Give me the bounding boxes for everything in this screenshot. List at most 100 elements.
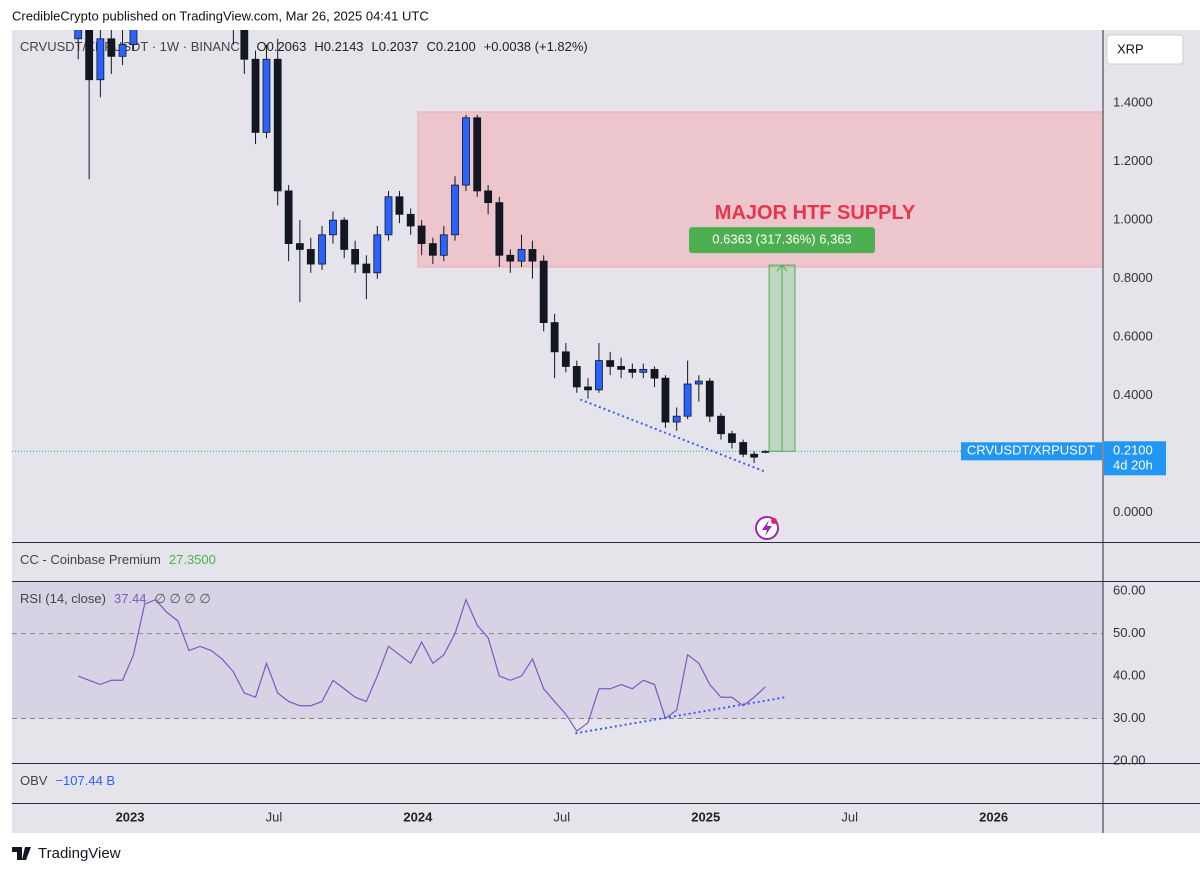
candle-body bbox=[329, 219, 337, 236]
y-tick-label: 1.4000 bbox=[1113, 95, 1153, 110]
last-price-label: 0.2100 bbox=[1113, 443, 1153, 458]
candle-body bbox=[96, 38, 105, 81]
candle-body bbox=[550, 322, 559, 353]
footer-logo: TradingView bbox=[12, 845, 121, 862]
candle-body bbox=[528, 249, 537, 262]
rsi-line bbox=[77, 597, 766, 733]
symbol-button[interactable]: XRP bbox=[1106, 34, 1184, 65]
y-tick-label: 30.00 bbox=[1113, 710, 1146, 725]
candle-body bbox=[495, 202, 504, 256]
candle-body bbox=[628, 368, 637, 373]
candle-body bbox=[406, 213, 415, 227]
candle-body bbox=[606, 360, 615, 367]
symbol-box[interactable] bbox=[1106, 34, 1184, 65]
candle-body bbox=[750, 453, 759, 458]
candle-body bbox=[362, 263, 371, 274]
candle-body bbox=[118, 44, 127, 57]
candle-body bbox=[639, 368, 648, 373]
pane-title: OBV −107.44 B bbox=[20, 773, 115, 788]
candle-body bbox=[395, 196, 404, 215]
y-tick-label: 60.00 bbox=[1113, 583, 1146, 598]
x-tick-label: 2025 bbox=[691, 809, 720, 824]
indicator-value: −107.44 B bbox=[55, 773, 115, 788]
candle-body bbox=[717, 415, 725, 435]
candle-body bbox=[462, 117, 470, 186]
logo-mark bbox=[12, 847, 31, 860]
indicator-name: OBV bbox=[20, 773, 48, 788]
candle-body bbox=[661, 377, 670, 423]
zone-label: MAJOR HTF SUPPLY bbox=[715, 202, 916, 224]
measure-arrow-head bbox=[776, 264, 788, 272]
last-price-symbol: CRVUSDT/XRPUSDT bbox=[967, 443, 1095, 458]
y-tick-label: 0.8000 bbox=[1113, 270, 1153, 285]
candle-body bbox=[428, 243, 437, 256]
pane-title: CC - Coinbase Premium 27.3500 bbox=[20, 552, 216, 567]
y-tick-label: 50.00 bbox=[1113, 625, 1146, 640]
x-tick-label: Jul bbox=[266, 809, 283, 824]
ohlc-value: O0.2063 bbox=[257, 39, 307, 54]
pane-title: CRVUSDT/XRPUSDT · 1W · BINANCE O0.2063 H0.… bbox=[20, 39, 588, 54]
candle-body bbox=[705, 380, 714, 417]
candle-body bbox=[439, 234, 448, 256]
pane-title: RSI (14, close) 37.44 ∅ ∅ ∅ ∅ bbox=[20, 591, 211, 606]
candle-body bbox=[484, 190, 493, 204]
symbol-title: CRVUSDT/XRPUSDT · 1W · BINANCE bbox=[20, 39, 249, 54]
trend-line bbox=[579, 398, 766, 473]
candle-body bbox=[251, 58, 260, 133]
indicator-extras: ∅ ∅ ∅ ∅ bbox=[155, 591, 211, 606]
ohlc-value: C0.2100 bbox=[427, 39, 476, 54]
candle-body bbox=[539, 260, 548, 323]
candle-body bbox=[306, 249, 315, 265]
candle-body bbox=[739, 442, 748, 455]
candle-body bbox=[262, 58, 271, 133]
candle-body bbox=[451, 184, 459, 236]
candle-body bbox=[373, 234, 382, 274]
x-tick-label: Jul bbox=[841, 809, 858, 824]
candle-body bbox=[584, 386, 592, 391]
rsi-band bbox=[12, 581, 1103, 719]
ohlc-value: +0.0038 (+1.82%) bbox=[484, 39, 588, 54]
icon-dot bbox=[771, 518, 777, 524]
rsi-pane bbox=[12, 581, 1103, 735]
x-tick-label: 2023 bbox=[116, 809, 145, 824]
candle-body bbox=[351, 249, 360, 265]
candle-body bbox=[672, 415, 681, 423]
footer-brand: TradingView bbox=[38, 845, 121, 862]
icon-bolt bbox=[762, 520, 772, 536]
measure-box bbox=[689, 227, 876, 254]
y-tick-label: 1.2000 bbox=[1113, 153, 1153, 168]
ohlc-value: H0.2143 bbox=[314, 39, 363, 54]
candle-body bbox=[506, 254, 515, 262]
candle-body bbox=[384, 196, 393, 236]
indicator-value: 27.3500 bbox=[169, 552, 216, 567]
candle-body bbox=[340, 219, 349, 250]
candle-body bbox=[129, 30, 138, 46]
ohlc-value: L0.2037 bbox=[372, 39, 419, 54]
candle-body bbox=[572, 366, 581, 388]
candle-body bbox=[694, 380, 703, 385]
x-tick-label: 2024 bbox=[403, 809, 433, 824]
measure-label: 0.6363 (317.36%) 6,363 bbox=[712, 232, 852, 247]
candle-body bbox=[650, 368, 659, 379]
candle-body bbox=[295, 243, 304, 250]
y-tick-label: 0.4000 bbox=[1113, 387, 1153, 402]
alert-icon bbox=[755, 516, 779, 540]
y-tick-label: 0.0000 bbox=[1113, 504, 1153, 519]
symbol-label[interactable]: XRP bbox=[1117, 41, 1144, 56]
last-price-symbol-box bbox=[961, 442, 1102, 461]
indicator-name: RSI (14, close) bbox=[20, 591, 106, 606]
candle-body bbox=[473, 117, 482, 192]
separators bbox=[12, 30, 1200, 833]
candle-body bbox=[85, 30, 94, 81]
candle-body bbox=[561, 351, 570, 367]
x-tick-label: 2026 bbox=[979, 809, 1008, 824]
candle-body bbox=[683, 383, 692, 417]
y-tick-label: 1.0000 bbox=[1113, 212, 1153, 227]
published-note: CredibleCrypto published on TradingView.… bbox=[12, 8, 429, 23]
candle-body bbox=[595, 360, 603, 391]
y-tick-label: 0.6000 bbox=[1113, 329, 1153, 344]
candle-body bbox=[273, 58, 282, 192]
